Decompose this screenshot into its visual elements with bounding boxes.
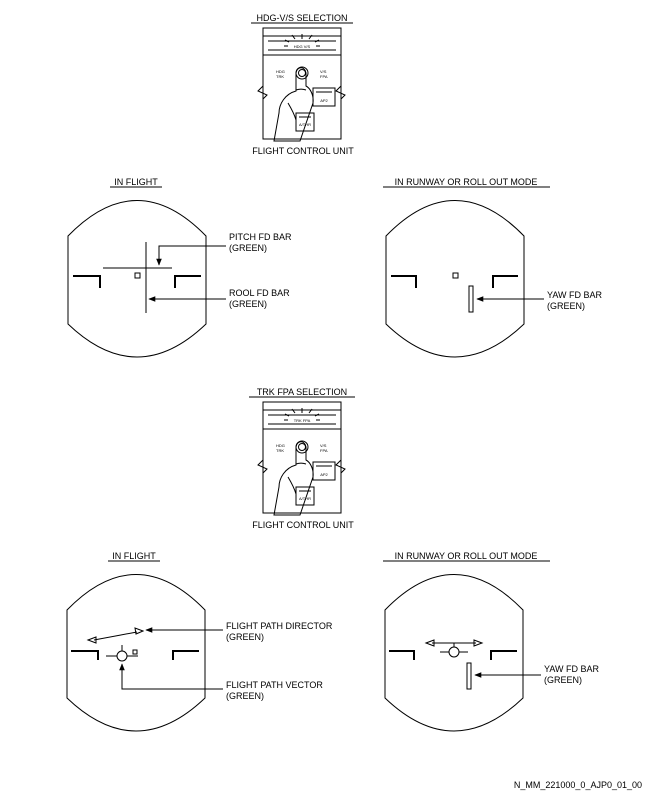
ap2-label: AP2 bbox=[320, 98, 328, 103]
section-title-trk-fpa: TRK FPA SELECTION bbox=[257, 387, 347, 397]
section-title-hdg-vs: HDG-V/S SELECTION bbox=[256, 13, 347, 23]
yaw-fd-bar bbox=[468, 285, 474, 313]
flight-path-director-symbol bbox=[424, 639, 484, 647]
ap2-label: AP2 bbox=[320, 472, 328, 477]
fpa-label: FPA bbox=[320, 448, 328, 453]
figure-id: N_MM_221000_0_AJP0_01_00 bbox=[514, 780, 642, 790]
left-aircraft-symbol bbox=[73, 275, 101, 288]
right-aircraft-symbol bbox=[490, 650, 517, 660]
display-runway-rollout-yaw-bar: IN RUNWAY OR ROLL OUT MODE YAW FD BAR (G… bbox=[383, 177, 603, 358]
athr-button[interactable] bbox=[295, 112, 315, 132]
right-aircraft-symbol bbox=[492, 275, 518, 288]
yaw-fd-bar-label: YAW FD BAR bbox=[544, 664, 600, 674]
fcu-caption-bottom: FLIGHT CONTROL UNIT bbox=[252, 520, 354, 530]
flash-rays bbox=[284, 408, 320, 421]
ap2-button[interactable] bbox=[312, 87, 336, 107]
fcu-panel-frame bbox=[262, 27, 342, 140]
display-4-heading: IN RUNWAY OR ROLL OUT MODE bbox=[395, 551, 538, 561]
yaw-fd-bar-label: YAW FD BAR bbox=[547, 290, 603, 300]
yaw-fd-bar-color: (GREEN) bbox=[547, 301, 585, 311]
fpd-color: (GREEN) bbox=[226, 632, 264, 642]
hdg-label: HDG bbox=[276, 69, 285, 74]
center-reference-square bbox=[132, 649, 138, 655]
pitch-fd-bar-label: PITCH FD BAR bbox=[229, 232, 292, 242]
left-aircraft-symbol bbox=[391, 275, 417, 288]
athr-button[interactable] bbox=[295, 486, 315, 506]
display-1-outline bbox=[67, 200, 207, 358]
hdg-vs-button-label: HDG V/S bbox=[294, 44, 311, 49]
hand-pressing-icon bbox=[273, 67, 314, 142]
display-runway-rollout-fpd-yaw: IN RUNWAY OR ROLL OUT MODE YAW FD BAR (G… bbox=[383, 551, 600, 732]
pitch-fd-bar-color: (GREEN) bbox=[229, 243, 267, 253]
right-aircraft-symbol bbox=[172, 650, 199, 660]
fcu-panel-trk-fpa: TRK FPA SELECTION TRK FPA HDG TRK V/S FP… bbox=[249, 387, 355, 530]
left-aircraft-symbol bbox=[389, 650, 415, 660]
display-4-outline bbox=[384, 574, 524, 732]
athr-label: A/THR bbox=[299, 496, 311, 501]
left-aircraft-symbol bbox=[71, 650, 99, 660]
center-reference-square bbox=[452, 272, 459, 279]
display-in-flight-fd-bars: IN FLIGHT PITCH FD BAR (GREEN) ROOL FD B… bbox=[67, 177, 292, 358]
right-aircraft-symbol bbox=[174, 275, 201, 288]
flight-path-director-symbol bbox=[86, 627, 145, 644]
trk-label: TRK bbox=[276, 448, 284, 453]
display-2-outline bbox=[385, 200, 525, 358]
display-2-heading: IN RUNWAY OR ROLL OUT MODE bbox=[395, 177, 538, 187]
trk-label: TRK bbox=[276, 74, 284, 79]
display-in-flight-fpd-fpv: IN FLIGHT FLIGHT PATH DIRECTOR (GREEN) F… bbox=[66, 551, 333, 732]
pitch-fd-bar-leader bbox=[156, 245, 226, 266]
fcu-panel-hdg-vs: HDG-V/S SELECTION HDG V/S HDG TRK V/S FP… bbox=[251, 13, 354, 156]
fpa-label: FPA bbox=[320, 74, 328, 79]
roll-fd-bar-color: (GREEN) bbox=[229, 299, 267, 309]
roll-fd-bar-label: ROOL FD BAR bbox=[229, 288, 290, 298]
display-3-outline bbox=[66, 574, 206, 732]
athr-label: A/THR bbox=[299, 122, 311, 127]
display-1-heading: IN FLIGHT bbox=[114, 177, 158, 187]
flash-rays bbox=[284, 34, 320, 47]
fcu-caption-top: FLIGHT CONTROL UNIT bbox=[252, 146, 354, 156]
yaw-fd-bar bbox=[466, 662, 472, 690]
vs-label: V/S bbox=[320, 443, 327, 448]
display-3-heading: IN FLIGHT bbox=[112, 551, 156, 561]
vs-label: V/S bbox=[320, 69, 327, 74]
fcu-panel-frame bbox=[262, 401, 342, 514]
flight-path-vector-symbol bbox=[106, 645, 138, 662]
yaw-fd-bar-color: (GREEN) bbox=[544, 675, 582, 685]
flight-path-vector-symbol bbox=[440, 646, 468, 658]
ap2-button[interactable] bbox=[312, 461, 336, 481]
fpv-label: FLIGHT PATH VECTOR bbox=[226, 680, 323, 690]
hdg-label: HDG bbox=[276, 443, 285, 448]
fpv-leader bbox=[119, 663, 223, 690]
fpd-label: FLIGHT PATH DIRECTOR bbox=[226, 621, 333, 631]
center-reference-square bbox=[134, 272, 141, 279]
trk-fpa-button-label: TRK FPA bbox=[294, 418, 311, 423]
hand-pressing-icon bbox=[273, 441, 314, 516]
fpv-color: (GREEN) bbox=[226, 691, 264, 701]
